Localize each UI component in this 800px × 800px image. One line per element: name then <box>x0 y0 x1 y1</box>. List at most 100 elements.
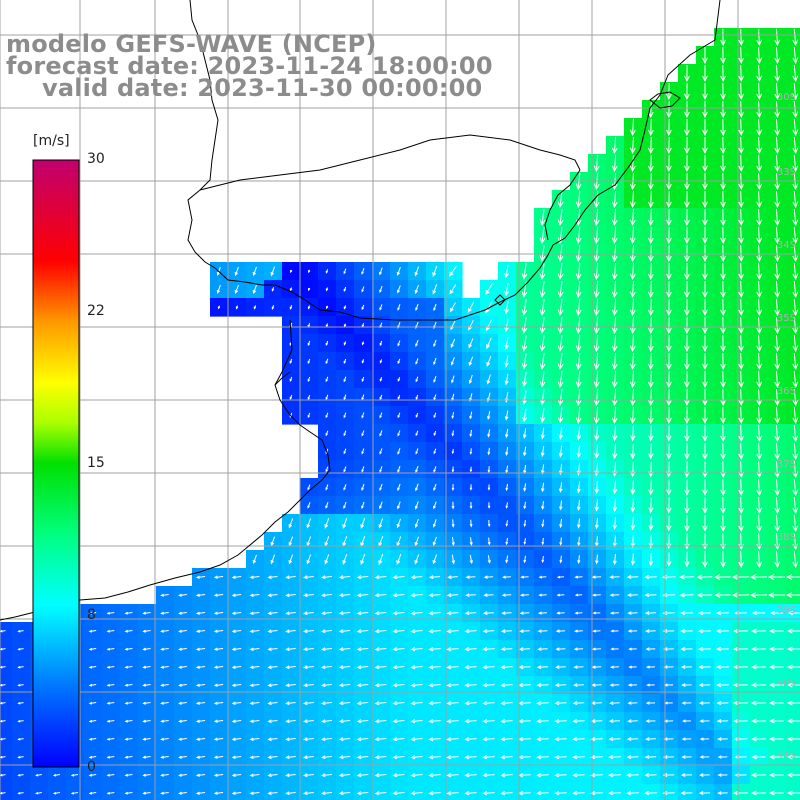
field-cell <box>390 784 409 800</box>
wind-arrow <box>106 719 115 723</box>
wind-arrow <box>768 628 784 634</box>
wind-arrow <box>720 100 726 119</box>
wind-arrow <box>124 701 133 705</box>
wind-arrow <box>738 46 744 65</box>
wind-arrow <box>451 536 455 547</box>
wind-arrow <box>451 466 455 473</box>
wind-arrow <box>289 376 293 382</box>
field-cell <box>786 424 800 443</box>
wind-arrow <box>558 445 563 458</box>
field-cell <box>66 784 85 800</box>
wind-arrow <box>231 575 242 579</box>
wind-arrow <box>195 665 206 669</box>
wind-arrow <box>486 337 492 350</box>
field-cell <box>786 46 800 65</box>
wind-arrow <box>611 298 618 317</box>
wind-arrow <box>557 191 564 209</box>
wind-arrow <box>702 371 708 389</box>
wind-arrow <box>720 443 726 461</box>
wind-arrow <box>267 611 278 616</box>
wind-arrow <box>483 575 494 579</box>
wind-arrow <box>716 700 729 706</box>
wind-arrow <box>541 501 545 510</box>
wind-arrow <box>343 430 347 437</box>
wind-arrow <box>720 154 726 173</box>
field-cell <box>0 730 13 749</box>
wind-arrow <box>325 466 329 473</box>
field-cell <box>174 784 193 800</box>
wind-arrow <box>106 773 115 777</box>
wind-arrow <box>774 100 781 119</box>
wind-arrow <box>88 755 97 759</box>
wind-arrow <box>572 754 585 760</box>
wind-arrow <box>271 305 275 310</box>
wind-arrow <box>17 737 24 741</box>
wind-arrow <box>792 388 799 407</box>
wind-arrow <box>738 424 744 443</box>
wind-arrow <box>698 664 711 670</box>
field-cell <box>786 262 800 281</box>
wind-arrow <box>88 773 97 777</box>
wind-arrow <box>702 389 708 407</box>
wind-arrow <box>593 298 600 317</box>
wind-arrow <box>374 737 387 742</box>
wind-arrow <box>611 406 618 425</box>
wind-arrow <box>593 154 600 173</box>
wind-arrow <box>142 629 151 633</box>
field-cell <box>786 406 800 425</box>
wind-arrow <box>446 683 459 688</box>
wind-arrow <box>767 574 785 580</box>
wind-arrow <box>629 316 636 335</box>
wind-arrow <box>267 737 278 742</box>
field-cell <box>336 784 355 800</box>
wind-arrow <box>629 262 636 281</box>
wind-arrow <box>767 592 785 598</box>
wind-arrow <box>356 683 369 688</box>
wind-arrow <box>360 553 366 565</box>
wind-arrow <box>482 682 495 688</box>
wind-arrow <box>343 358 347 365</box>
wind-arrow <box>35 791 42 795</box>
wind-arrow <box>738 406 744 425</box>
wind-arrow <box>684 425 690 442</box>
wind-arrow <box>88 647 97 651</box>
wind-arrow <box>720 208 726 227</box>
wind-arrow <box>629 226 636 245</box>
wind-arrow <box>720 136 726 155</box>
wind-arrow <box>325 305 329 310</box>
wind-arrow <box>629 190 636 209</box>
wind-arrow <box>379 359 383 364</box>
wind-arrow <box>666 352 672 371</box>
wind-arrow <box>361 376 365 383</box>
wind-arrow <box>792 298 799 317</box>
wind-arrow <box>428 611 441 616</box>
wind-arrow <box>540 408 546 424</box>
wind-arrow <box>17 683 24 687</box>
wind-arrow <box>612 480 618 495</box>
wind-arrow <box>608 736 621 742</box>
wind-arrow <box>769 610 783 616</box>
wind-arrow <box>756 478 763 497</box>
wind-arrow <box>446 593 459 598</box>
wind-arrow <box>482 772 495 778</box>
wind-arrow <box>504 300 509 315</box>
wind-arrow <box>610 647 619 651</box>
field-cell <box>714 784 733 800</box>
wind-arrow <box>433 339 437 348</box>
wind-arrow <box>750 700 766 706</box>
wind-arrow <box>630 535 636 549</box>
wind-arrow <box>717 791 728 795</box>
wind-arrow <box>303 719 314 724</box>
wind-arrow <box>392 683 405 688</box>
wind-arrow <box>645 647 656 651</box>
field-cell <box>786 496 800 515</box>
wind-arrow <box>325 269 329 274</box>
wind-arrow <box>756 406 763 425</box>
wind-arrow <box>482 736 495 742</box>
wind-arrow <box>467 301 475 313</box>
wind-arrow <box>468 338 474 349</box>
wind-arrow <box>486 356 492 367</box>
wind-arrow <box>647 190 654 209</box>
field-cell <box>0 748 13 767</box>
field-cell <box>0 622 13 641</box>
